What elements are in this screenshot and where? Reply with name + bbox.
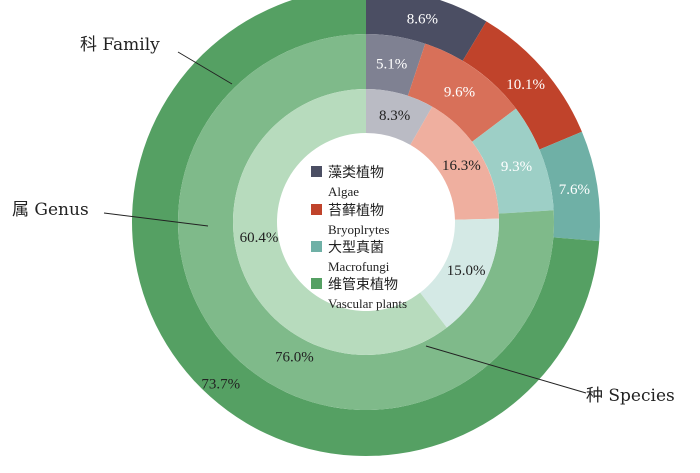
percentage-labels: 8.6% 10.1% 7.6% 73.7% 5.1% 9.6% 9.3% 76.0% 8.3% 1… xyxy=(201,12,590,393)
species-segment-vascular-plants xyxy=(232,89,447,355)
legend-sublabel-vascular-plants: Vascular plants xyxy=(328,296,407,311)
species-label-macrofungi: 15.0% xyxy=(447,263,486,279)
species-segment-macrofungi xyxy=(420,218,499,328)
genus-label-macrofungi: 9.3% xyxy=(501,159,532,175)
genus-leader-line xyxy=(103,212,209,227)
legend-label-algae: 藻类植物 xyxy=(328,165,384,181)
family-segment-algae xyxy=(366,0,487,61)
legend-swatch-bryophytes xyxy=(311,204,322,215)
genus-segment-algae xyxy=(366,34,426,96)
legend-sublabel-macrofungi: Macrofungi xyxy=(328,259,390,274)
ring-label-family: 科 Family xyxy=(80,35,160,55)
legend: 藻类植物 Algae 苔藓植物 Bryoplrytes 大型真菌 Macrofu… xyxy=(311,165,407,311)
legend-swatch-vascular-plants xyxy=(311,278,322,289)
legend-label-macrofungi: 大型真菌 xyxy=(328,240,384,256)
genus-label-algae: 5.1% xyxy=(376,57,407,73)
legend-label-vascular-plants: 维管束植物 xyxy=(328,277,398,293)
legend-swatch-algae xyxy=(311,166,322,177)
genus-segment-bryophytes xyxy=(407,43,516,142)
ring-label-species: 种 Species xyxy=(586,386,675,406)
genus-segment-macrofungi xyxy=(472,108,554,214)
species-label-bryophytes: 16.3% xyxy=(442,158,481,174)
legend-swatch-macrofungi xyxy=(311,241,322,252)
donut-rings xyxy=(132,0,600,456)
legend-label-bryophytes: 苔藓植物 xyxy=(328,202,384,219)
legend-sublabel-bryophytes: Bryoplrytes xyxy=(328,222,389,237)
ring-labels: 科 Family 属 Genus 种 Species xyxy=(12,35,675,406)
family-label-bryophytes: 10.1% xyxy=(506,77,545,93)
family-segment-macrofungi xyxy=(539,131,600,242)
family-segment-bryophytes xyxy=(462,21,582,150)
genus-label-vascular-plants: 76.0% xyxy=(275,350,314,366)
family-leader-line xyxy=(177,51,233,85)
species-label-algae: 8.3% xyxy=(379,108,410,124)
family-label-algae: 8.6% xyxy=(407,12,438,28)
species-leader-line xyxy=(425,345,587,394)
species-label-vascular-plants: 60.4% xyxy=(240,230,279,246)
legend-sublabel-algae: Algae xyxy=(328,184,359,199)
ring-label-genus: 属 Genus xyxy=(12,200,89,220)
family-label-vascular-plants: 73.7% xyxy=(201,376,240,392)
species-segment-bryophytes xyxy=(410,106,499,220)
family-label-macrofungi: 7.6% xyxy=(559,182,590,198)
genus-label-bryophytes: 9.6% xyxy=(444,85,475,101)
species-segment-algae xyxy=(366,89,433,145)
